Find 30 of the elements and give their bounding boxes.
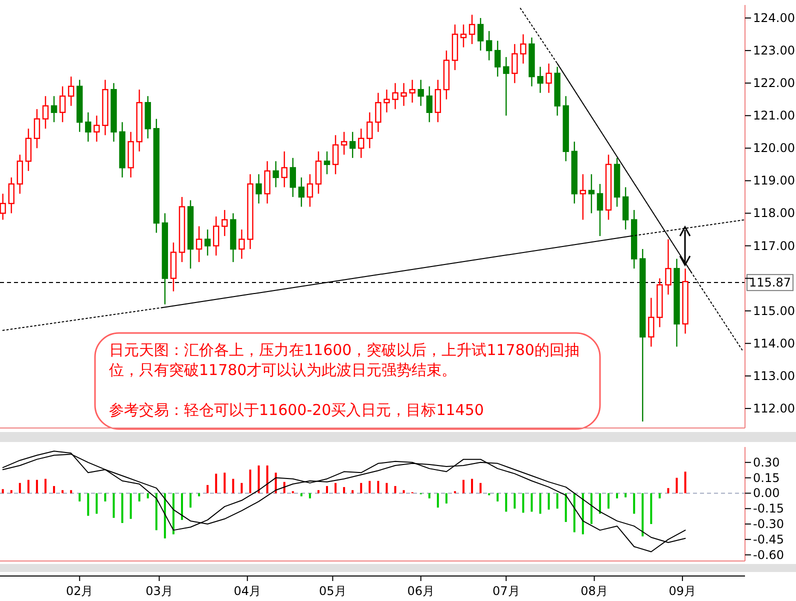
y-tick-label: 123.00 (753, 44, 795, 58)
y-tick-label: 112.00 (753, 401, 795, 416)
y-tick-label: 113.00 (753, 368, 795, 383)
x-tick-label: 05月 (319, 584, 346, 598)
y-tick-label: -0.60 (753, 548, 784, 562)
y-tick-label: 114.00 (753, 336, 795, 350)
x-tick-label: 04月 (234, 584, 262, 598)
y-tick-label: -0.15 (753, 502, 784, 516)
y-tick-label: 122.00 (753, 76, 795, 90)
y-tick-label: 118.00 (753, 206, 795, 220)
annotation: 日元天图：汇价各上，压力在11600，突破以后，上升试11780的回抽位，只有突破11780才可以认为此波日元强势结束。 (109, 341, 580, 379)
y-tick-label: -0.30 (753, 517, 784, 532)
y-tick-label: 119.00 (753, 174, 795, 188)
y-tick-label: 0.15 (753, 470, 780, 485)
ref-line-label: 115.87 (749, 276, 791, 290)
x-tick-label: 03月 (146, 584, 173, 598)
y-tick-label: 0.30 (753, 455, 780, 470)
x-tick-label: 07月 (492, 584, 520, 598)
y-tick-label: 115.00 (753, 304, 795, 318)
x-tick-label: 06月 (407, 584, 434, 598)
y-tick-label: -0.45 (753, 532, 784, 546)
y-tick-label: 121.00 (753, 108, 795, 123)
y-tick-label: 0.00 (753, 486, 780, 500)
x-tick-label: 09月 (668, 584, 696, 598)
x-tick-label: 08月 (580, 584, 608, 598)
x-tick-label: 02月 (66, 584, 94, 598)
y-tick-label: 124.00 (753, 11, 795, 26)
y-tick-label: 117.00 (753, 238, 795, 253)
y-tick-label: 120.00 (753, 141, 795, 156)
annotation: 参考交易：轻仓可以于11600-20买入日元，目标11450 (109, 401, 484, 419)
